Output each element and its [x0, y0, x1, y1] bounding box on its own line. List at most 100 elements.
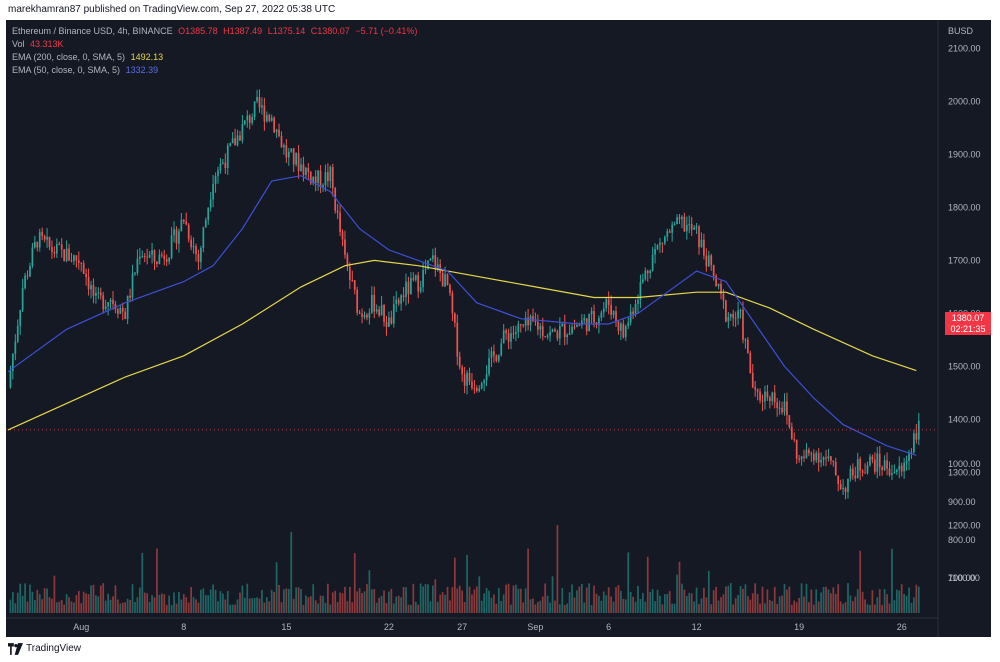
candle-body: [441, 272, 444, 287]
volume-bar: [207, 595, 210, 613]
candle-body: [432, 255, 434, 259]
candle-body: [270, 117, 273, 121]
candle-body: [556, 331, 559, 339]
candle-body: [34, 241, 36, 248]
chart-area[interactable]: 1100.001200.001300.001400.001500.001600.…: [6, 20, 991, 637]
candle-body: [493, 351, 495, 356]
candle-body: [891, 473, 893, 475]
candle-body: [607, 299, 610, 305]
candle-body: [68, 248, 70, 261]
legend-symbol[interactable]: Ethereum / Binance USD, 4h, BINANCE: [12, 26, 173, 36]
tradingview-logo-icon[interactable]: [8, 643, 23, 655]
candle-body: [685, 224, 688, 232]
volume-bar: [856, 589, 859, 613]
candle-body: [761, 400, 764, 402]
volume-bar: [217, 601, 219, 613]
candle-body: [239, 135, 241, 141]
candle-body: [522, 324, 525, 326]
volume-bar: [370, 589, 373, 613]
legend-ema50-label[interactable]: EMA (50, close, 0, SMA, 5): [12, 65, 121, 75]
candle-body: [412, 278, 415, 280]
candle-body: [895, 469, 898, 473]
volume-bar: [488, 590, 490, 613]
candle-body: [729, 313, 732, 318]
candle-body: [275, 129, 278, 133]
legend-open: O1385.78: [178, 26, 218, 36]
volume-bar: [153, 597, 156, 613]
candle-body: [173, 229, 175, 236]
candle-body: [158, 254, 161, 264]
candle-body: [90, 285, 92, 290]
candle-body: [251, 117, 254, 123]
candle-body: [541, 326, 544, 337]
volume-bar: [165, 604, 168, 613]
candle-body: [490, 351, 493, 358]
volume-bar: [732, 604, 735, 613]
candle-body: [573, 326, 576, 328]
volume-bar: [202, 588, 205, 613]
candle-body: [707, 255, 710, 267]
candle-body: [151, 250, 153, 255]
volume-tick-label: 700.00: [948, 573, 976, 583]
volume-bar: [842, 603, 844, 613]
volume-bar: [573, 597, 576, 613]
volume-bar: [644, 601, 647, 613]
candle-body: [517, 324, 520, 332]
candle-body: [756, 389, 759, 392]
legend-close: C1380.07: [310, 26, 350, 36]
volume-bar: [793, 600, 796, 613]
candle-body: [822, 457, 825, 461]
volume-bar: [666, 593, 669, 613]
volume-bar: [449, 600, 451, 613]
volume-bar: [375, 602, 378, 613]
volume-bar: [141, 552, 144, 613]
volume-bar: [204, 595, 207, 613]
volume-bar: [77, 590, 80, 613]
volume-bar: [434, 579, 437, 613]
candle-body: [302, 164, 305, 176]
candle-body: [458, 356, 461, 368]
legend-ema200-label[interactable]: EMA (200, close, 0, SMA, 5): [12, 52, 126, 62]
volume-bar: [688, 592, 691, 613]
candle-body: [834, 462, 837, 476]
candle-body: [417, 275, 420, 292]
candle-body: [739, 309, 742, 311]
volume-bar: [19, 583, 22, 613]
tradingview-brand[interactable]: TradingView: [26, 643, 82, 654]
candle-body: [468, 372, 471, 382]
candle-body: [261, 105, 263, 108]
candle-body: [620, 323, 622, 331]
volume-bar: [893, 600, 896, 613]
volume-bar: [378, 597, 381, 613]
candle-body: [383, 305, 385, 322]
x-tick-label: 8: [181, 622, 186, 632]
volume-bar: [715, 586, 717, 613]
candle-body: [407, 281, 410, 295]
volume-bar: [778, 596, 781, 613]
volume-bar: [283, 589, 285, 613]
volume-bar: [114, 585, 117, 613]
candle-body: [734, 317, 737, 319]
candle-body: [759, 391, 761, 401]
volume-bar: [456, 588, 459, 613]
candle-body: [527, 317, 529, 326]
volume-bar: [593, 585, 595, 613]
volume-bar: [695, 587, 698, 613]
volume-bar: [405, 587, 407, 613]
volume-bar: [336, 602, 339, 613]
volume-bar: [212, 584, 214, 613]
chart-canvas[interactable]: 1100.001200.001300.001400.001500.001600.…: [6, 20, 991, 637]
volume-bar: [554, 600, 556, 613]
volume-bar: [270, 589, 273, 613]
volume-bar: [913, 597, 915, 613]
ema200-line: [7, 259, 917, 431]
candle-body: [358, 312, 361, 314]
candle-body: [534, 320, 537, 322]
legend-vol-label[interactable]: Vol: [12, 39, 25, 49]
candle-body: [546, 335, 549, 338]
volume-bar: [348, 586, 351, 613]
candle-body: [16, 325, 19, 342]
candle-body: [356, 289, 359, 313]
candle-body: [886, 460, 888, 469]
candle-body: [129, 295, 131, 298]
